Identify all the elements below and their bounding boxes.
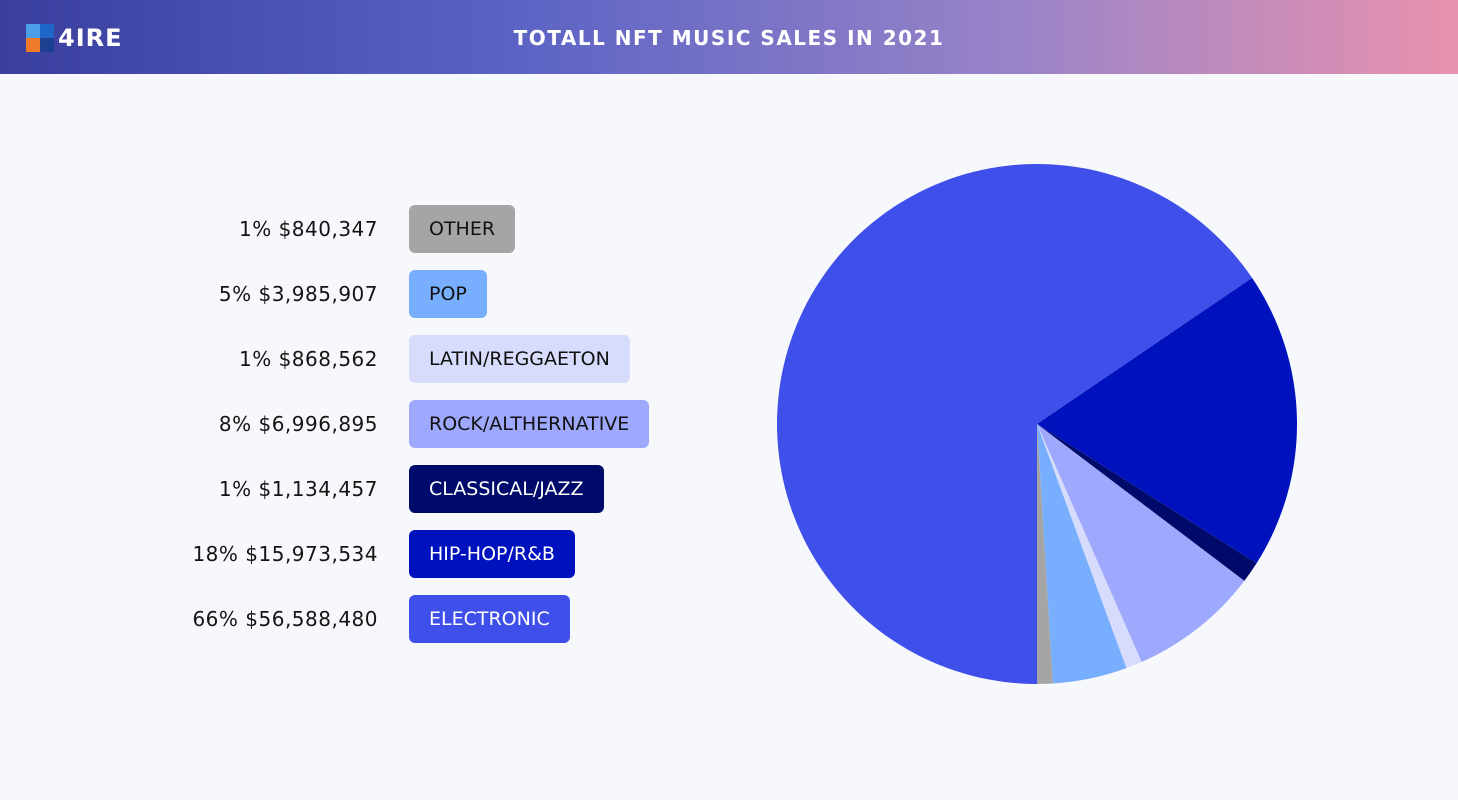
legend-category-label: CLASSICAL/JAZZ: [409, 465, 604, 513]
header-banner: 4IRE TOTALL NFT MUSIC SALES IN 2021: [0, 0, 1458, 74]
legend-item: 66% $56,588,480 ELECTRONIC: [0, 595, 700, 643]
legend-category-label: OTHER: [409, 205, 516, 253]
legend-category-label: ELECTRONIC: [409, 595, 570, 643]
page-title: TOTALL NFT MUSIC SALES IN 2021: [513, 26, 945, 50]
legend-value-label: 18% $15,973,534: [192, 542, 378, 566]
legend-item: 8% $6,996,895 ROCK/ALTHERNATIVE: [0, 400, 700, 448]
pie-chart: [776, 163, 1297, 684]
legend-category-label: HIP-HOP/R&B: [409, 530, 575, 578]
pie-slice: [1037, 424, 1245, 663]
legend-category-label: LATIN/REGGAETON: [409, 335, 630, 383]
legend-item: 18% $15,973,534 HIP-HOP/R&B: [0, 530, 700, 578]
legend-value-label: 5% $3,985,907: [218, 282, 378, 306]
legend-value-label: 66% $56,588,480: [192, 607, 378, 631]
pie-slice: [1037, 424, 1257, 581]
legend-category-label: ROCK/ALTHERNATIVE: [409, 400, 650, 448]
legend-value-label: 8% $6,996,895: [218, 412, 378, 436]
pie-slice: [1037, 277, 1297, 564]
brand-logo: 4IRE: [26, 22, 123, 54]
legend-value-label: 1% $840,347: [238, 217, 378, 241]
legend-item: 5% $3,985,907 POP: [0, 270, 700, 318]
legend-value-label: 1% $1,134,457: [218, 477, 378, 501]
legend-item: 1% $868,562 LATIN/REGGAETON: [0, 335, 700, 383]
pie-slice: [1037, 424, 1142, 669]
logo-mark-icon: [26, 24, 54, 52]
pie-slice: [1037, 424, 1127, 684]
legend-value-label: 1% $868,562: [238, 347, 378, 371]
legend-item: 1% $1,134,457 CLASSICAL/JAZZ: [0, 465, 700, 513]
logo-text: 4IRE: [58, 24, 123, 52]
legend-item: 1% $840,347 OTHER: [0, 205, 700, 253]
legend-category-label: POP: [409, 270, 487, 318]
pie-slice: [776, 163, 1253, 684]
pie-slice: [1037, 424, 1053, 684]
